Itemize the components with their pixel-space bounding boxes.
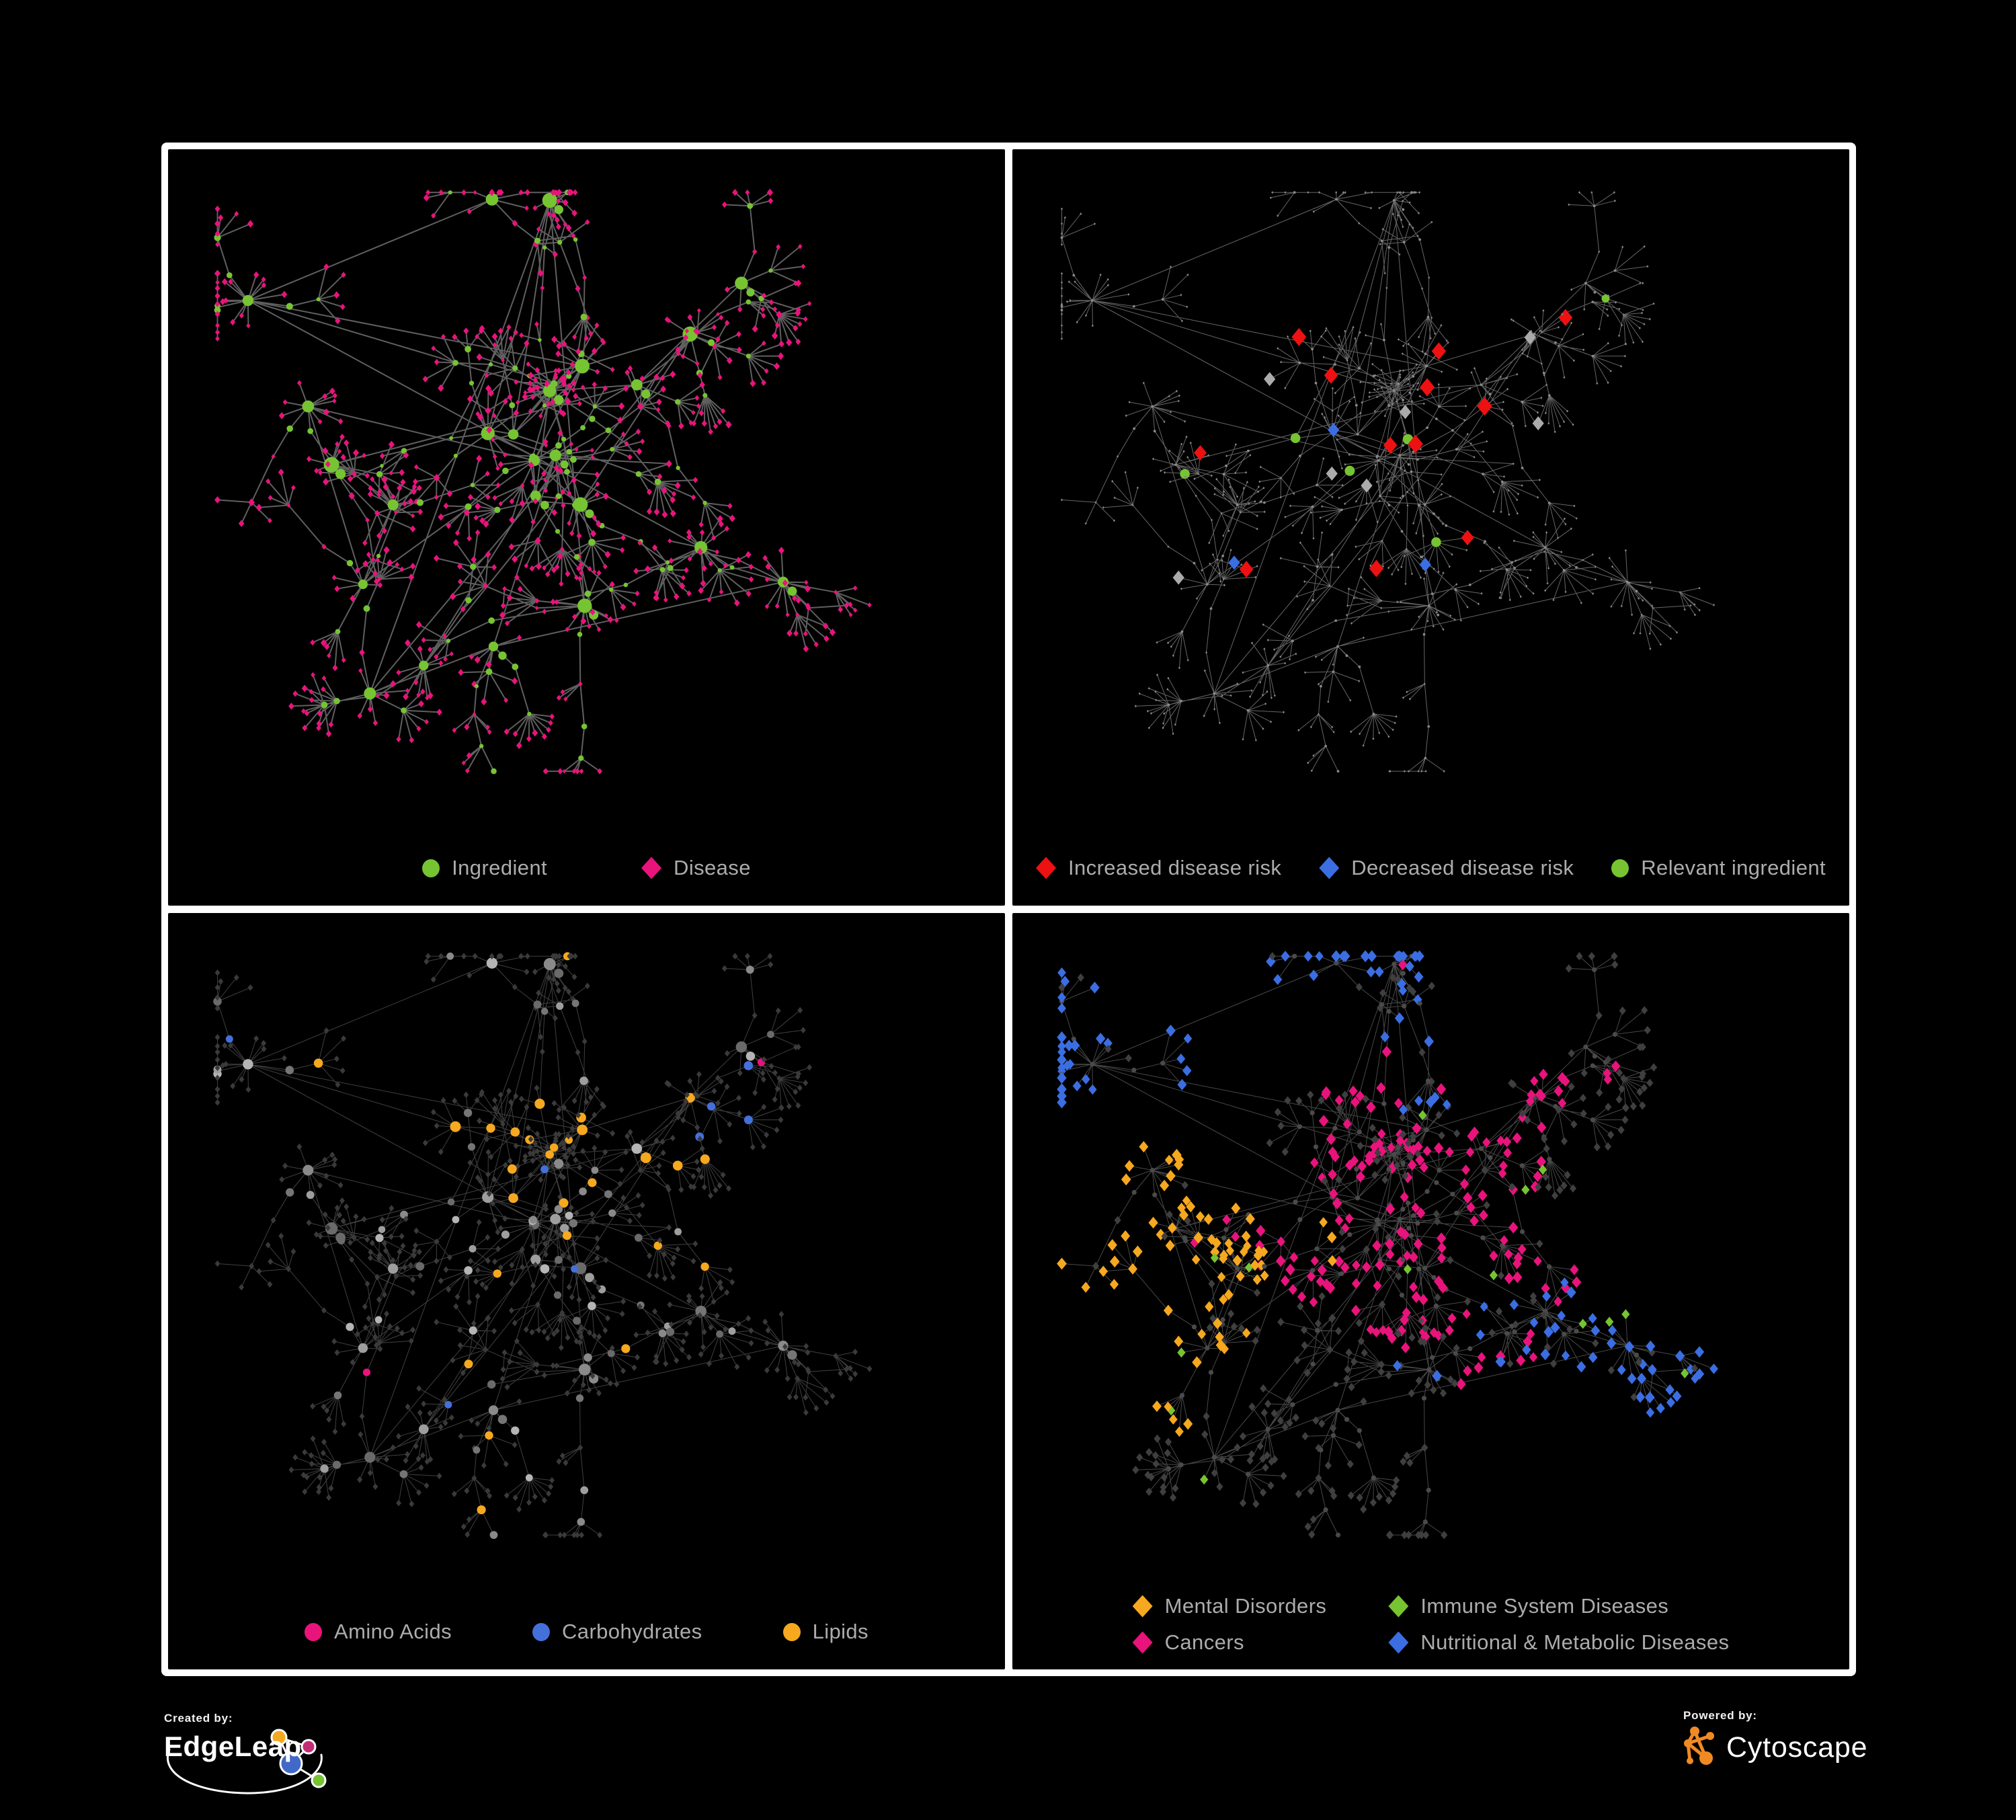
legend-item-increased-disease-risk: Increased disease risk — [1036, 856, 1281, 880]
mental-disorders-diamond-icon — [1132, 1595, 1153, 1618]
relevant-ingredient-circle-icon — [1611, 859, 1629, 877]
graph-edges — [217, 955, 870, 1536]
legend-item-ingredient: Ingredient — [422, 856, 547, 880]
legend-label: Disease — [674, 856, 751, 879]
graph-edges — [1061, 192, 1714, 772]
legend-label: Relevant ingredient — [1641, 856, 1826, 879]
legend-label: Decreased disease risk — [1351, 856, 1574, 879]
legend-item-amino-acids: Amino Acids — [305, 1620, 452, 1644]
edgeleap-blue-node — [279, 1751, 303, 1776]
created-by-block: Created by: EdgeLeap — [164, 1712, 500, 1813]
legend-label: Cancers — [1164, 1630, 1244, 1654]
legend-item-lipids: Lipids — [782, 1620, 869, 1644]
legend-item-nutritional-metabolic-diseases: Nutritional & Metabolic Diseases — [1388, 1630, 1729, 1655]
graph-edges — [216, 192, 870, 773]
immune-system-diseases-diamond-icon — [1388, 1595, 1409, 1618]
legend-item-carbohydrates: Carbohydrates — [532, 1620, 702, 1644]
edgeleap-orange-node — [270, 1729, 288, 1746]
edgeleap-logo-icon — [167, 1729, 327, 1794]
network-graph-disease-classes — [1057, 950, 1718, 1540]
legend-item-cancers: Cancers — [1132, 1630, 1327, 1655]
graph-nodes — [1057, 950, 1718, 1540]
carbohydrates-circle-icon — [532, 1622, 551, 1641]
legend-label: Nutritional & Metabolic Diseases — [1420, 1630, 1730, 1654]
increased-disease-risk-diamond-icon — [1036, 857, 1057, 879]
graph-nodes — [213, 952, 873, 1539]
panel-ingredient-classes: Amino Acids Carbohydrates Lipids — [168, 913, 1005, 1669]
legend-ingredient-disease: Ingredient Disease — [168, 856, 1005, 880]
panel-disease-classes: Mental Disorders Immune System Diseases Ca… — [1012, 913, 1849, 1669]
legend-label: Immune System Diseases — [1420, 1594, 1669, 1618]
nutritional-metabolic-diseases-diamond-icon — [1388, 1631, 1409, 1654]
legend-label: Increased disease risk — [1068, 856, 1282, 879]
legend-ingredient-classes: Amino Acids Carbohydrates Lipids — [168, 1620, 1005, 1644]
disease-diamond-icon — [641, 857, 662, 879]
created-by-label: Created by: — [164, 1712, 233, 1725]
edgeleap-magenta-node — [300, 1739, 317, 1755]
graph-nodes — [214, 188, 872, 775]
legend-item-disease: Disease — [641, 856, 751, 880]
panel-disease-risk: Increased disease risk Decreased disease … — [1012, 149, 1849, 906]
panel-grid: Ingredient Disease Increased disease risk… — [161, 143, 1856, 1676]
amino-acids-circle-icon — [305, 1622, 323, 1641]
edgeleap-green-node — [311, 1772, 327, 1788]
legend-label: Ingredient — [452, 856, 548, 879]
legend-item-immune-system-diseases: Immune System Diseases — [1388, 1594, 1729, 1618]
network-graph-disease-risk — [1060, 191, 1716, 773]
decreased-disease-risk-diamond-icon — [1319, 857, 1340, 879]
legend-label: Amino Acids — [334, 1620, 452, 1643]
cytoscape-logo-icon — [1684, 1727, 1714, 1765]
legend-disease-risk: Increased disease risk Decreased disease … — [1012, 856, 1849, 880]
legend-item-decreased-disease-risk: Decreased disease risk — [1319, 856, 1574, 880]
cancers-diamond-icon — [1132, 1631, 1153, 1654]
powered-by-label: Powered by: — [1683, 1709, 1757, 1722]
legend-disease-classes: Mental Disorders Immune System Diseases Ca… — [1012, 1594, 1849, 1655]
cytoscape-wordmark: Cytoscape — [1726, 1731, 1868, 1764]
legend-label: Lipids — [812, 1620, 869, 1643]
ingredient-circle-icon — [422, 859, 440, 877]
lipids-circle-icon — [782, 1622, 801, 1641]
network-graph-ingredient-classes — [213, 952, 873, 1539]
panel-ingredient-disease: Ingredient Disease — [168, 149, 1005, 906]
powered-by-block: Powered by: Cytoscape — [1683, 1709, 1992, 1796]
legend-item-relevant-ingredient: Relevant ingredient — [1611, 856, 1826, 880]
legend-item-mental-disorders: Mental Disorders — [1132, 1594, 1327, 1618]
network-graph-ingredient-disease — [214, 188, 872, 775]
legend-label: Mental Disorders — [1164, 1594, 1327, 1618]
edgeleap-wordmark: EdgeLeap — [164, 1731, 302, 1762]
graph-nodes — [1060, 191, 1716, 773]
legend-label: Carbohydrates — [562, 1620, 702, 1643]
